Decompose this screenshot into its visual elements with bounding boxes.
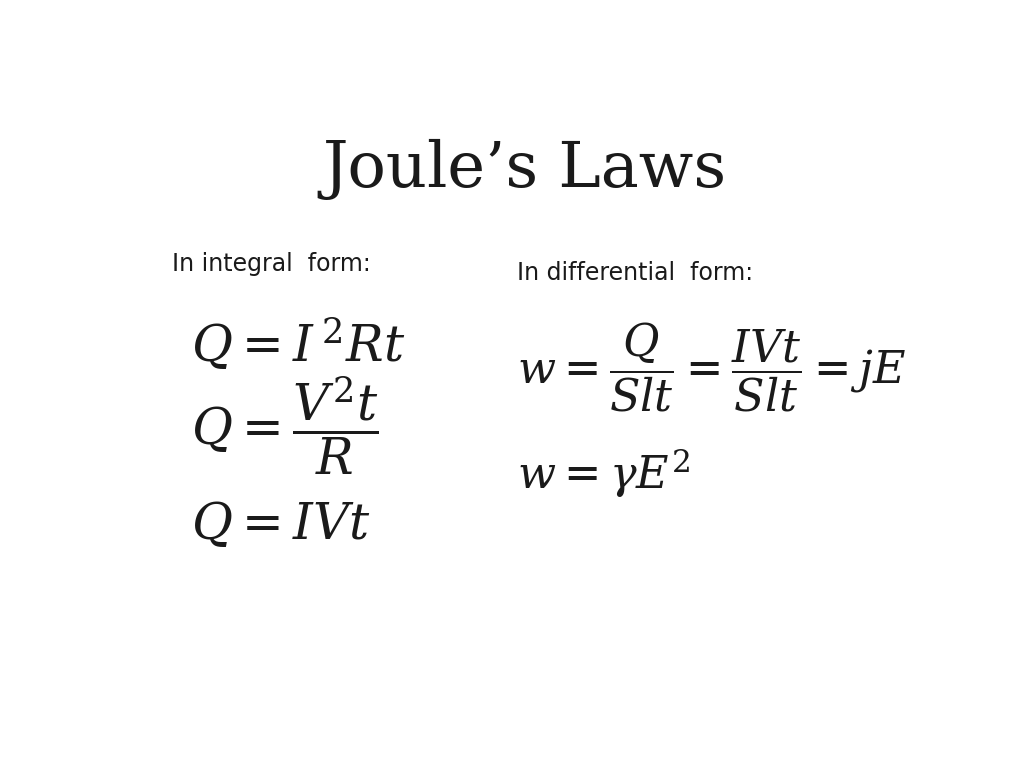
Text: In differential  form:: In differential form:: [517, 260, 753, 284]
Text: $Q = I^{\,2}Rt$: $Q = I^{\,2}Rt$: [191, 315, 406, 372]
Text: $Q = \dfrac{V^{2}t}{R}$: $Q = \dfrac{V^{2}t}{R}$: [191, 375, 379, 478]
Text: In integral  form:: In integral form:: [172, 252, 371, 276]
Text: $w = \gamma E^{2}$: $w = \gamma E^{2}$: [517, 447, 690, 500]
Text: $Q = IVt$: $Q = IVt$: [191, 499, 372, 549]
Text: $w = \dfrac{Q}{Slt} = \dfrac{IVt}{Slt} = jE$: $w = \dfrac{Q}{Slt} = \dfrac{IVt}{Slt} =…: [517, 320, 906, 414]
Text: Joule’s Laws: Joule’s Laws: [323, 138, 727, 200]
